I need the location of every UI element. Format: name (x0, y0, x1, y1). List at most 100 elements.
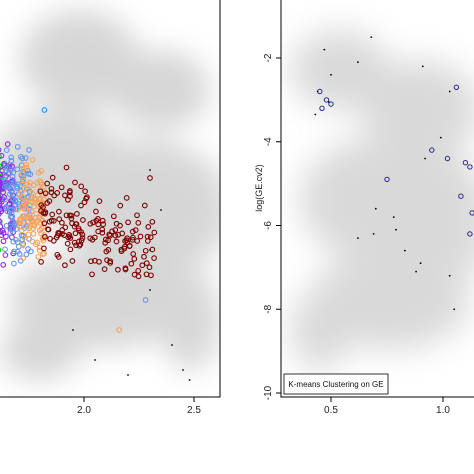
cluster-8-point (29, 238, 36, 245)
cluster-9-point (72, 179, 78, 186)
cluster-7-point (11, 260, 17, 267)
cluster-9-point (147, 234, 154, 241)
cluster-9-point (78, 237, 85, 244)
cluster-9-point (130, 234, 136, 241)
series-dot (439, 136, 442, 139)
cluster-6-point (0, 262, 7, 268)
cluster-8-point (21, 213, 28, 219)
scatter-dot (94, 359, 96, 361)
series-point (458, 193, 464, 199)
cluster-9-point (141, 253, 147, 260)
series-point (467, 164, 473, 170)
series-dot (327, 101, 330, 103)
cluster-7-point (11, 248, 17, 255)
cluster-8-point (20, 255, 27, 262)
right-y-axis-title: log(GE.cv2) (254, 164, 264, 212)
cluster-8-point (15, 206, 21, 213)
y-tick-label: -10 (263, 385, 274, 400)
cluster-9-point (93, 208, 99, 215)
cluster-9-point (96, 198, 103, 204)
cluster-9-point (87, 220, 94, 227)
cluster-9-point (107, 232, 113, 239)
outlier-point (147, 175, 153, 181)
cluster-6-point (4, 141, 11, 147)
cluster-9-point (107, 258, 114, 265)
cluster-5-point (0, 174, 3, 181)
cluster-9-point (109, 228, 115, 235)
cluster-6-point (1, 160, 8, 167)
series-dot (314, 113, 317, 116)
cluster-8-point (40, 224, 47, 230)
cluster-9-point (118, 248, 125, 255)
cluster-7-point (25, 246, 31, 252)
cluster-7-point (2, 246, 8, 253)
cluster-8-point (19, 170, 26, 177)
series-point (467, 231, 473, 237)
cluster-9-point (107, 260, 114, 266)
cluster-6-point (0, 190, 2, 195)
right-legend-label: K-means Clustering on GE (288, 380, 383, 389)
scatter-dot (188, 379, 191, 381)
cluster-9-point (51, 192, 58, 199)
series-dot (421, 65, 424, 68)
x-tick-label: 1.0 (436, 405, 450, 416)
cluster-9-point (135, 267, 142, 274)
series-dot (395, 228, 397, 231)
cluster-9-point (56, 208, 62, 215)
cluster-9-point (62, 262, 68, 269)
cluster-9-point (69, 258, 76, 264)
cluster-7-point (3, 147, 10, 153)
cluster-9-point (144, 233, 151, 240)
right-panel: 0.5 1.0 -2 -4 -6 -8 -10 log(GE.cv2) K-means C… (254, 0, 474, 416)
cluster-9-point (128, 260, 135, 267)
cluster-9-point (99, 217, 106, 224)
cluster-6-point (0, 218, 2, 224)
outlier-point (41, 107, 48, 113)
cluster-9-point (41, 220, 48, 227)
left-x-axis: 2.0 2.5 (77, 397, 201, 416)
series-point (429, 147, 435, 153)
cluster-9-point (55, 254, 62, 260)
cluster-6-point (0, 238, 7, 245)
cluster-7-point (4, 204, 10, 211)
series-dot (357, 237, 359, 240)
cluster-9-point (105, 247, 112, 253)
cluster-8-point (29, 189, 35, 196)
cluster-7-point (9, 173, 16, 180)
cluster-9-point (135, 220, 142, 226)
cluster-6-point (0, 152, 5, 159)
cluster-8-point (32, 199, 38, 206)
right-x-axis: 0.5 1.0 (324, 397, 450, 416)
cluster-9-point (45, 226, 51, 233)
cluster-9-point (146, 264, 153, 271)
series-dot (448, 90, 451, 93)
cluster-9-point (66, 231, 73, 238)
cluster-7-point (7, 230, 14, 236)
series-point (319, 105, 325, 112)
cluster-7-point (9, 219, 15, 226)
cluster-9-point (67, 212, 73, 219)
left-plot-frame (0, 0, 221, 398)
cluster-9-point (137, 233, 144, 240)
series-dot (404, 249, 406, 252)
cluster-9-point (74, 211, 80, 217)
cluster-8-point (25, 218, 32, 225)
cluster-8-point (25, 231, 32, 238)
cluster-7-point (17, 187, 24, 194)
cluster-9-point (139, 262, 146, 269)
cluster-9-point (95, 228, 102, 235)
series-dot (415, 270, 417, 273)
right-plot-frame (280, 0, 474, 398)
cluster-9-point (63, 164, 70, 171)
cluster-9-point (117, 202, 124, 209)
x-tick-label: 2.0 (77, 405, 91, 416)
cluster-9-point (151, 255, 157, 261)
cluster-9-point (48, 189, 55, 196)
cluster-8-point (34, 217, 41, 224)
cluster-9-point (59, 219, 65, 226)
cluster-8-point (16, 191, 23, 197)
cluster-7-point (14, 166, 21, 173)
cluster-8-point (24, 181, 31, 188)
series-dot (419, 262, 422, 265)
